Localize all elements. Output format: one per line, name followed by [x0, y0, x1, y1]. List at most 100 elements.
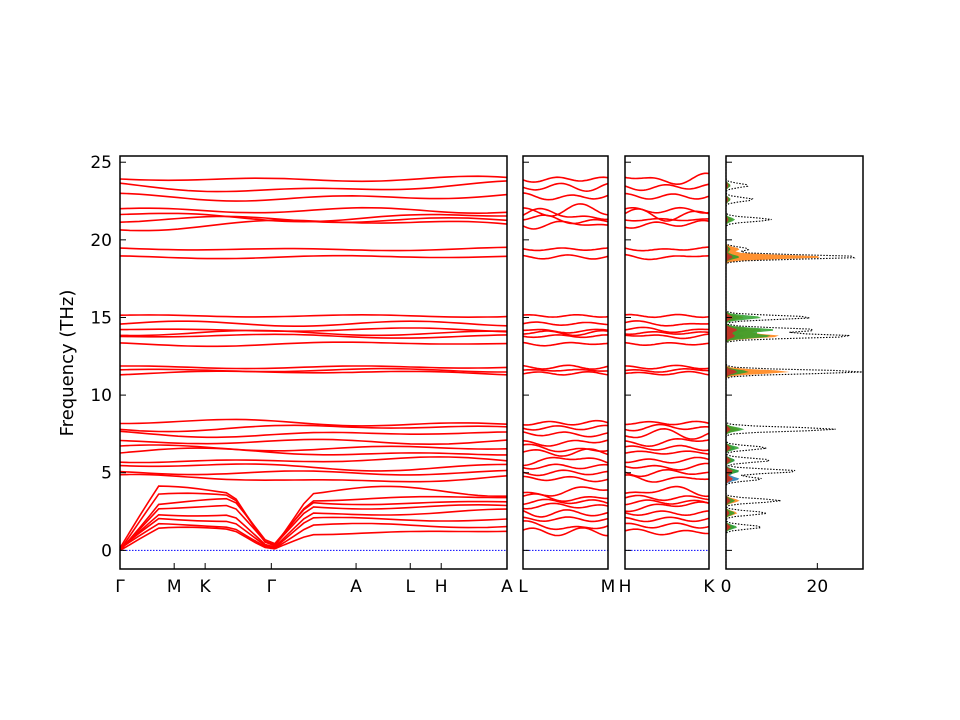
phonon-band [522, 516, 609, 523]
phonon-band [119, 329, 508, 337]
phonon-band [624, 469, 710, 478]
phonon-band [624, 522, 710, 529]
phonon-band [624, 528, 709, 536]
phonon-band [119, 447, 507, 456]
x-tick-label: Γ [267, 577, 277, 597]
phonon-band [522, 469, 609, 477]
phonon-band [624, 313, 710, 319]
phonon-band [522, 182, 609, 193]
phonon-band [119, 492, 507, 551]
y-axis-label: Frequency (THz) [57, 290, 78, 437]
phonon-band [624, 217, 709, 222]
phonon-band [119, 469, 508, 476]
phonon-band [522, 419, 609, 426]
x-tick-label: A [501, 577, 513, 597]
phonon-band [624, 510, 710, 517]
x-tick-label: M [601, 577, 616, 597]
phonon-band [522, 439, 609, 447]
phonon-band [624, 368, 709, 373]
phonon-band [624, 444, 710, 452]
phonon-band [522, 371, 609, 376]
x-tick-label: M [167, 577, 182, 597]
phonon-band [522, 431, 609, 438]
phonon-band [624, 192, 710, 200]
phonon-band [119, 367, 507, 373]
band-panel-main: Γ M K Γ A L H A 0 5 10 15 20 25 [90, 153, 513, 597]
phonon-band [119, 246, 508, 252]
y-tick-label: 25 [90, 153, 112, 173]
phonon-band [119, 370, 508, 376]
x-tick-label: A [350, 577, 362, 597]
phonon-band [119, 180, 508, 193]
phonon-band [624, 485, 710, 498]
phonon-band [624, 364, 710, 370]
phonon-band [119, 341, 508, 348]
phonon-band [624, 423, 710, 432]
phonon-band [625, 456, 710, 464]
phonon-band [624, 494, 710, 502]
dos-species-area [726, 156, 820, 569]
phonon-band [522, 214, 609, 225]
phonon-band [119, 212, 507, 223]
panel-frame [624, 155, 710, 570]
phonon-band [624, 370, 710, 376]
phonon-band [522, 364, 609, 370]
phonon-band [522, 463, 609, 470]
dos-x-tick-label: 0 [721, 577, 732, 597]
x-tick-label: H [619, 577, 632, 597]
phonon-band [624, 206, 710, 214]
dos-species-area [726, 156, 738, 569]
x-tick-label: H [435, 577, 448, 597]
phonon-band [624, 437, 710, 448]
phonon-band [522, 203, 609, 217]
phonon-band [624, 219, 710, 229]
phonon-band [624, 501, 710, 513]
phonon-band [119, 424, 508, 433]
phonon-band [522, 368, 609, 372]
phonon-band [119, 516, 508, 549]
phonon-band [120, 418, 508, 427]
phonon-band [522, 502, 609, 510]
panel-frame [119, 155, 508, 570]
dos-panel: 0 20 [721, 155, 864, 597]
phonon-band [119, 175, 508, 183]
phonon-band [624, 450, 710, 455]
phonon-band [624, 499, 710, 506]
phonon-band [624, 326, 710, 334]
phonon-band [624, 474, 709, 483]
phonon-band [522, 424, 609, 431]
phonon-band [119, 313, 508, 319]
phonon-band [119, 320, 508, 327]
phonon-band [522, 509, 609, 518]
phonon-band [119, 333, 508, 339]
phonon-band [624, 516, 710, 523]
phonon-band [522, 321, 609, 327]
phonon-band [522, 448, 609, 457]
phonon-band [119, 456, 508, 464]
phonon-band [120, 365, 508, 370]
phonon-band [119, 473, 508, 483]
x-tick-label: Γ [115, 577, 125, 597]
y-tick-label: 15 [90, 308, 112, 328]
phonon-band [522, 314, 609, 318]
phonon-band [624, 333, 710, 340]
x-tick-label: L [406, 577, 416, 597]
x-tick-label: K [200, 577, 212, 597]
phonon-band [119, 526, 508, 552]
dos-frame [725, 155, 864, 570]
phonon-band [522, 456, 609, 467]
phonon-band [624, 246, 710, 252]
phonon-band [624, 253, 710, 261]
phonon-band [119, 522, 508, 550]
phonon-band [522, 334, 608, 339]
dos-x-tick-label: 20 [807, 577, 829, 597]
phonon-band [522, 247, 609, 252]
phonon-band [119, 463, 508, 472]
phonon-band [119, 444, 508, 452]
panel-frame [522, 155, 609, 570]
phonon-band [522, 176, 609, 183]
phonon-band [119, 327, 508, 333]
phonon-band [119, 206, 508, 215]
phonon-band [522, 207, 609, 221]
